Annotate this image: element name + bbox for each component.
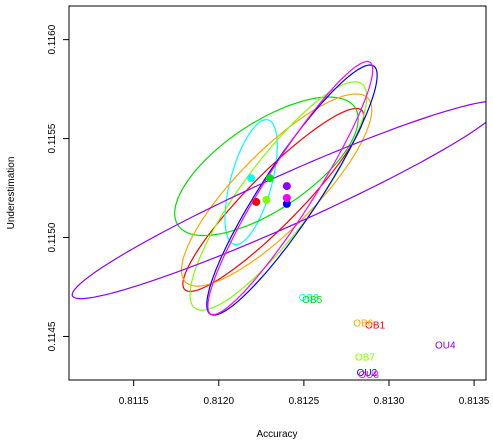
label-ou2: OU2 xyxy=(357,368,378,379)
label-ob7: OB7 xyxy=(355,352,375,363)
ellipse-ou4 xyxy=(71,101,486,300)
plot-frame xyxy=(68,5,487,381)
y-axis-title: Underestimation xyxy=(6,157,17,230)
point-ou2 xyxy=(282,199,291,208)
point-ou8 xyxy=(282,193,291,202)
ellipse-ob5 xyxy=(174,96,359,237)
y-tick-label: 0.1160 xyxy=(47,24,58,54)
x-tick-label: 0.8130 xyxy=(374,396,405,407)
point-ou4 xyxy=(282,182,291,191)
label-ob1: OB1 xyxy=(365,321,385,332)
x-axis: 0.8115 0.8120 0.8125 0.8130 0.8135 xyxy=(119,380,490,407)
x-axis-title: Accuracy xyxy=(256,429,297,440)
label-ob5: OB5 xyxy=(302,295,322,306)
ellipse-ob1 xyxy=(182,107,365,292)
ellipse-ou2 xyxy=(206,64,378,316)
label-ou4: OU4 xyxy=(435,340,456,351)
ellipse-ou8 xyxy=(207,60,374,316)
point-ob3 xyxy=(247,174,256,183)
point-ob7 xyxy=(262,195,271,204)
x-tick-label: 0.8115 xyxy=(119,396,149,407)
x-tick-label: 0.8120 xyxy=(203,396,234,407)
label-ob3: OB3 xyxy=(299,293,319,304)
ellipse-ob7 xyxy=(189,81,368,311)
y-tick-label: 0.1145 xyxy=(47,321,58,351)
ellipse-ob3 xyxy=(224,118,278,246)
x-tick-label: 0.8125 xyxy=(289,396,320,407)
point-ob1 xyxy=(252,197,261,206)
mean-points xyxy=(247,174,291,208)
label-ou8: OU8 xyxy=(358,370,379,381)
ellipse-ob6 xyxy=(180,93,373,287)
y-tick-label: 0.1150 xyxy=(47,222,58,252)
confidence-ellipses xyxy=(71,60,486,316)
y-axis: 0.1145 0.1150 0.1155 0.1160 xyxy=(47,24,69,351)
label-ob6: OB6 xyxy=(353,319,373,330)
x-tick-label: 0.8135 xyxy=(459,396,490,407)
y-tick-label: 0.1155 xyxy=(47,123,58,153)
point-ob5 xyxy=(265,174,274,183)
